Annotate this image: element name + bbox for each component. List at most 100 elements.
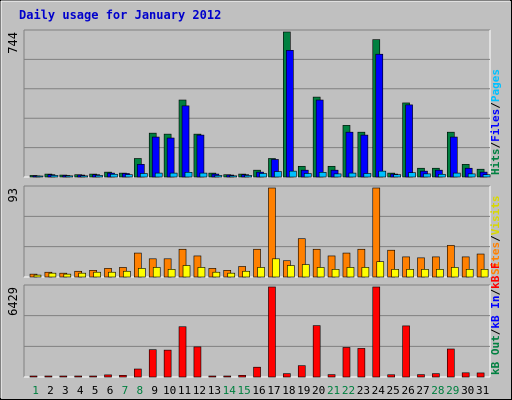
bar-files-day-20 [315, 99, 324, 178]
bar-files-day-26 [405, 104, 413, 178]
day-label-28: 28 [431, 384, 444, 397]
bar-kb-f-day-6 [104, 374, 112, 378]
bar-visits-day-2 [48, 272, 57, 278]
bar-visits-day-28 [436, 269, 444, 278]
bar-sites-day-26 [402, 256, 410, 278]
day-label-14: 14 [223, 384, 237, 397]
day-label-29: 29 [446, 384, 459, 397]
bar-visits-day-21 [331, 269, 340, 278]
bar-kb-f-day-25 [387, 374, 395, 378]
bar-visits-day-23 [361, 267, 370, 278]
legend-item: kB In [489, 296, 502, 329]
legend-item: kB F [489, 262, 502, 289]
day-label-3: 3 [62, 384, 69, 397]
bar-pages-day-31 [482, 174, 491, 178]
day-label-1: 1 [32, 384, 39, 397]
bar-kb-f-day-7 [119, 375, 127, 378]
legend-item: / [489, 328, 502, 335]
bar-kb-f-day-9 [148, 349, 157, 378]
legend-item: Sites [489, 242, 502, 275]
bar-visits-day-8 [138, 268, 146, 278]
day-label-9: 9 [151, 384, 158, 397]
bar-pages-day-18 [289, 170, 297, 178]
plot-area-kbytes [24, 285, 490, 377]
bar-pages-day-20 [318, 172, 327, 178]
legend-item: Pages [489, 69, 502, 102]
bar-kb-f-day-14 [223, 375, 232, 378]
day-label-19: 19 [297, 384, 310, 397]
bar-kb-f-day-13 [208, 375, 217, 378]
legend-item: Hits [489, 149, 502, 176]
legend-item: Files [489, 109, 502, 142]
bar-visits-day-5 [93, 271, 101, 278]
bar-sites-day-16 [253, 248, 261, 278]
bar-files-day-10 [166, 137, 175, 178]
bar-files-day-9 [151, 136, 160, 178]
day-label-15: 15 [238, 384, 251, 397]
bar-kb-f-day-28 [432, 373, 440, 378]
bar-kb-f-day-12 [193, 346, 202, 378]
day-label-4: 4 [77, 384, 84, 397]
bar-pages-day-15 [244, 175, 252, 178]
bar-sites-day-17 [268, 187, 276, 278]
bar-files-day-22 [345, 131, 354, 178]
day-label-10: 10 [163, 384, 176, 397]
bar-visits-day-22 [346, 267, 355, 278]
bar-pages-day-8 [140, 173, 148, 178]
bar-visits-day-13 [212, 271, 221, 278]
bar-sites-day-27 [417, 257, 425, 278]
bar-visits-day-16 [257, 267, 265, 278]
bar-pages-day-16 [259, 173, 267, 178]
bar-pages-day-2 [50, 175, 59, 178]
bar-pages-day-12 [199, 172, 208, 178]
bar-kb-f-day-27 [417, 374, 425, 378]
bar-kb-f-day-26 [402, 325, 410, 378]
day-label-2: 2 [47, 384, 54, 397]
legend-visits-sites: Sites/Visits [489, 196, 502, 276]
bar-kb-f-day-22 [342, 347, 351, 378]
bar-sites-day-31 [476, 253, 485, 278]
day-label-11: 11 [178, 384, 191, 397]
bar-kb-f-day-5 [89, 375, 97, 378]
bar-sites-day-11 [178, 248, 187, 278]
bar-kb-f-day-30 [461, 372, 470, 378]
day-label-7: 7 [122, 384, 129, 397]
bar-kb-f-day-17 [268, 286, 276, 378]
bar-kb-f-day-24 [372, 286, 381, 378]
day-label-8: 8 [137, 384, 144, 397]
bar-visits-day-9 [152, 267, 161, 278]
bar-visits-day-19 [301, 264, 310, 278]
bar-sites-day-30 [461, 256, 470, 278]
legend-item: / [489, 102, 502, 109]
bar-visits-day-15 [242, 270, 250, 278]
bar-pages-day-9 [154, 172, 163, 178]
bar-pages-day-4 [80, 175, 89, 178]
day-label-6: 6 [107, 384, 114, 397]
bar-pages-day-27 [423, 173, 431, 178]
bar-kb-f-day-1 [29, 375, 38, 378]
bar-visits-day-30 [465, 269, 474, 278]
chart-title: Daily usage for January 2012 [19, 8, 221, 22]
day-label-16: 16 [252, 384, 265, 397]
bar-files-day-18 [286, 50, 294, 178]
bar-visits-day-20 [316, 267, 325, 278]
bar-kb-f-day-31 [476, 372, 485, 378]
bar-kb-f-day-16 [253, 366, 261, 378]
day-label-23: 23 [357, 384, 370, 397]
day-label-18: 18 [282, 384, 295, 397]
bar-visits-day-27 [421, 269, 429, 278]
bar-visits-day-24 [376, 261, 385, 278]
day-label-13: 13 [208, 384, 221, 397]
bar-kb-f-day-10 [163, 349, 172, 378]
legend-item: / [489, 289, 502, 296]
bar-files-day-11 [181, 105, 190, 178]
bar-kb-f-day-23 [357, 348, 366, 378]
bar-visits-day-29 [450, 267, 459, 278]
bar-pages-day-24 [378, 170, 387, 178]
bar-visits-day-14 [227, 272, 236, 278]
bar-pages-day-22 [348, 172, 357, 178]
bar-visits-day-10 [167, 269, 176, 278]
day-label-22: 22 [342, 384, 355, 397]
bar-visits-day-31 [480, 269, 489, 278]
